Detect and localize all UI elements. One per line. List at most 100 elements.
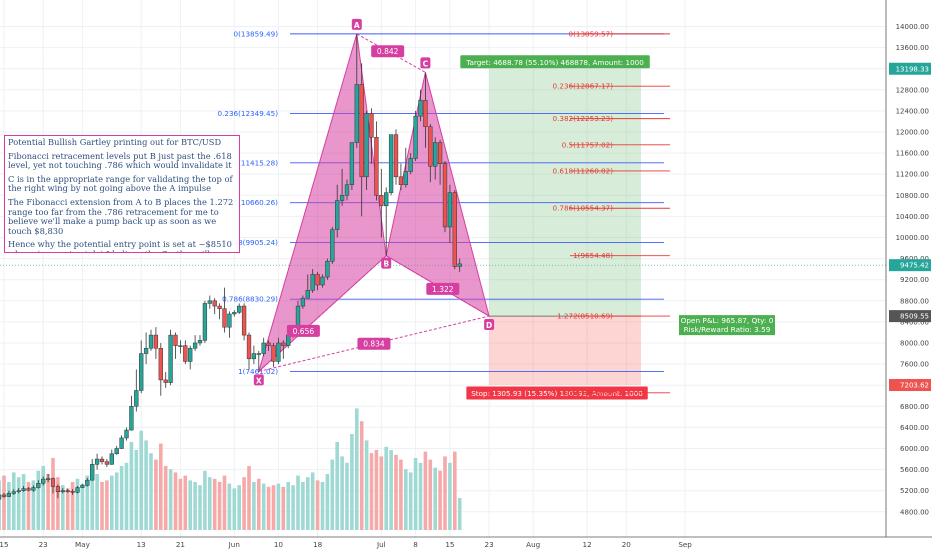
volume-bar (168, 469, 173, 530)
price-tick-label: 11600.00 (896, 150, 929, 158)
volume-bar (16, 477, 21, 530)
candle-body (124, 429, 129, 439)
fib-extension-label: 0(13859.57) (569, 29, 614, 38)
time-tick-label: Sep (678, 540, 692, 549)
volume-bar (320, 482, 325, 530)
volume-bar (134, 450, 139, 530)
fib-retracement-label: 0.5(10660.26) (227, 198, 279, 207)
price-tick-label: 9600.00 (900, 255, 929, 263)
volume-bar (36, 470, 41, 530)
candle-body (119, 437, 124, 449)
volume-bar (208, 477, 212, 530)
price-badge (889, 259, 931, 272)
volume-bar (433, 467, 437, 530)
volume-bar (335, 442, 339, 530)
pnl-label: Open P&L: 965.87, Qty: 0 (681, 316, 774, 325)
price-tick-label: 13600.00 (896, 44, 929, 52)
candle-body (222, 308, 227, 328)
volume-bar (56, 477, 60, 530)
candle-body (256, 353, 261, 355)
pattern-ratio-label: 1.322 (432, 285, 454, 294)
analysis-note[interactable]: Potential Bullish Gartley printing out f… (4, 135, 240, 253)
volume-bar (105, 480, 109, 530)
volume-bar (364, 440, 369, 530)
volume-bar (2, 475, 6, 530)
candle-body (339, 195, 345, 201)
candle-body (1, 494, 7, 497)
time-tick-label: Aug (526, 540, 540, 549)
volume-bar (41, 466, 45, 530)
stop-zone[interactable] (489, 316, 641, 386)
price-badge (889, 379, 931, 392)
fib-retracement-label: 1(7461.02) (238, 367, 278, 376)
candle-body (6, 493, 12, 497)
price-badge (889, 310, 931, 323)
time-tick-label: 15 (445, 540, 454, 549)
candle-body (227, 313, 232, 328)
pattern-point-label: X (256, 376, 262, 385)
time-tick-label: 12 (583, 540, 592, 549)
fib-extension-label: 0.618(11260.82) (553, 166, 614, 175)
volume-bar (114, 472, 119, 530)
candle-body (202, 303, 208, 341)
price-tick-label: 6400.00 (900, 424, 929, 432)
long-position-tool[interactable]: Target: 4688.78 (55.10%) 468878, Amount:… (460, 55, 775, 400)
candle-body (143, 348, 149, 354)
candle-body (447, 192, 453, 228)
candle-body (212, 300, 217, 307)
pattern-point-badge (484, 319, 495, 331)
candle-body (433, 142, 438, 167)
pattern-ratio-badge (371, 45, 405, 58)
candle-body (266, 342, 271, 346)
time-tick-label: Jul (376, 540, 386, 549)
note-paragraph-1: Fibonacci retracement levels put B just … (8, 150, 232, 171)
candle-body (310, 274, 315, 291)
candle-body (11, 491, 16, 494)
candle-body (271, 345, 276, 362)
volume-bar (80, 483, 85, 530)
volume-bar (369, 453, 374, 530)
price-badge-label: 13198.33 (896, 65, 929, 73)
price-tick-label: 5200.00 (900, 487, 929, 495)
volume-bar (379, 456, 384, 530)
note-paragraph-4: Hence why the potential entry point is s… (8, 239, 232, 252)
volume-bar (389, 450, 393, 530)
price-badge-label: 8509.55 (900, 313, 929, 321)
volume-bar (188, 480, 192, 530)
candlestick-series (0, 33, 462, 500)
candle-body (41, 478, 46, 484)
volume-bar (203, 470, 207, 530)
volume-bar (423, 451, 428, 530)
volume-bar (61, 485, 65, 530)
pattern-point-label: A (354, 21, 360, 30)
note-paragraph-2: C is in the appropriate range for valida… (8, 173, 233, 194)
candle-body (300, 297, 306, 307)
candle-body (251, 353, 257, 360)
time-tick-label: 13 (137, 540, 146, 549)
price-tick-label: 6800.00 (900, 403, 929, 411)
volume-bar (315, 480, 320, 530)
volume-bar (12, 472, 16, 530)
candle-body (163, 379, 168, 383)
candle-body (241, 305, 247, 336)
chart-overlays: X A B C D 0.842 0.656 1.322 0.834 (0, 18, 886, 386)
candle-body (393, 134, 399, 178)
price-tick-label: 10000.00 (896, 234, 929, 242)
volume-bar (65, 488, 70, 530)
pattern-ratio-label: 0.834 (363, 340, 385, 349)
candle-body (364, 113, 369, 178)
candle-body (246, 334, 252, 360)
fib-extension-label: 1.272(8510.69) (557, 312, 613, 321)
target-zone[interactable] (489, 68, 641, 317)
risk-reward-label: Risk/Reward Ratio: 3.59 (684, 325, 771, 334)
candle-body (325, 260, 330, 278)
candle-body (45, 478, 51, 480)
candle-body (398, 176, 404, 185)
candle-body (335, 200, 340, 230)
volume-bar (227, 483, 232, 530)
volume-bar (413, 458, 418, 530)
volume-bar (355, 408, 359, 530)
candle-body (276, 342, 281, 362)
